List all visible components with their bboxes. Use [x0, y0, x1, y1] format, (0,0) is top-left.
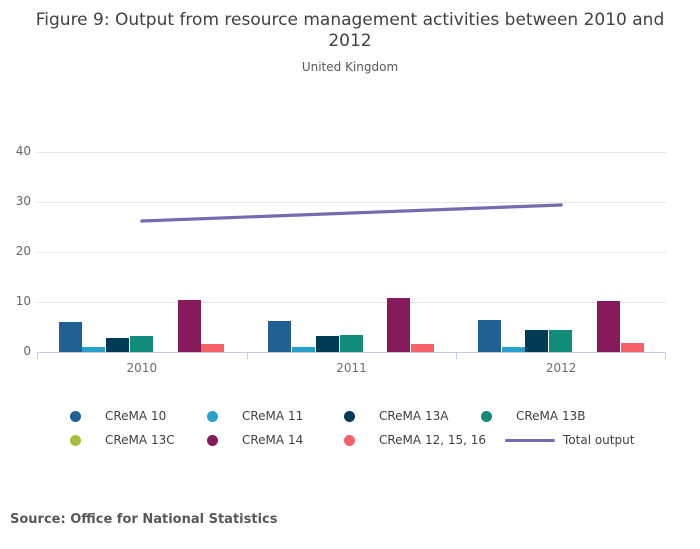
x-axis-line	[37, 352, 666, 353]
bar	[58, 321, 82, 352]
legend-dot	[344, 410, 355, 422]
bar	[620, 343, 644, 352]
bar	[525, 329, 549, 352]
bar	[410, 344, 434, 352]
y-axis-label: 20	[15, 244, 31, 258]
source-note: Source: Office for National Statistics	[10, 512, 278, 527]
legend-label: CReMA 13A	[379, 409, 449, 423]
x-axis-tick	[246, 352, 248, 359]
legend-dot	[207, 434, 218, 446]
legend-item[interactable]: CReMA 13C	[62, 428, 199, 452]
legend-line-swatch	[505, 438, 555, 442]
gridline	[37, 152, 666, 153]
legend-label: CReMA 13B	[516, 409, 586, 423]
bar	[177, 299, 201, 352]
x-axis-tick	[665, 352, 666, 359]
bar	[315, 336, 339, 352]
legend-item[interactable]: CReMA 13B	[473, 404, 610, 428]
legend-label: CReMA 11	[242, 409, 304, 423]
legend-label: CReMA 10	[105, 409, 167, 423]
legend-label: CReMA 13C	[105, 433, 175, 447]
chart-subtitle: United Kingdom	[301, 60, 399, 75]
x-axis-label: 2010	[126, 361, 158, 375]
gridline	[37, 202, 666, 203]
gridline	[37, 252, 666, 253]
bar	[291, 346, 315, 352]
y-axis-label: 0	[23, 344, 31, 358]
legend-dot	[481, 410, 492, 422]
legend-item[interactable]: CReMA 12, 15, 16	[336, 428, 486, 452]
legend-item[interactable]: CReMA 13A	[336, 404, 473, 428]
bar	[106, 337, 130, 352]
bar	[549, 329, 573, 352]
legend-item[interactable]: Total output	[473, 428, 634, 452]
legend-item[interactable]: CReMA 11	[199, 404, 336, 428]
bar	[201, 343, 225, 352]
bar	[387, 297, 411, 352]
legend-label: CReMA 12, 15, 16	[379, 433, 487, 447]
x-axis-label: 2011	[336, 361, 367, 375]
bar	[477, 319, 501, 352]
legend-dot	[207, 410, 218, 422]
bar	[129, 335, 153, 352]
y-axis-label: 10	[15, 294, 31, 308]
y-axis-label: 30	[15, 194, 31, 208]
bar	[268, 320, 292, 352]
bar	[501, 346, 525, 352]
legend: CReMA 10 CReMA 11 CReMA 13A CReMA 13B CReMA …	[62, 404, 634, 452]
chart-title: Figure 9: Output from resource managemen…	[35, 10, 665, 51]
legend-dot	[70, 410, 81, 422]
legend-dot	[344, 434, 355, 446]
x-axis-tick	[37, 352, 38, 359]
legend-item[interactable]: CReMA 14	[199, 428, 336, 452]
bar	[82, 347, 106, 352]
bar	[339, 334, 363, 352]
x-axis-tick	[456, 352, 458, 359]
plot-area: 0 10 20 30 40 2010 2011 2012	[16, 144, 666, 375]
legend-item[interactable]: CReMA 10	[62, 404, 199, 428]
legend-dot	[70, 434, 81, 446]
x-axis-label: 2012	[545, 361, 577, 375]
bar	[596, 301, 620, 352]
gridline	[37, 302, 666, 303]
legend-label: Total output	[563, 433, 635, 447]
y-axis-label: 40	[15, 144, 31, 158]
legend-label: CReMA 14	[242, 433, 304, 447]
